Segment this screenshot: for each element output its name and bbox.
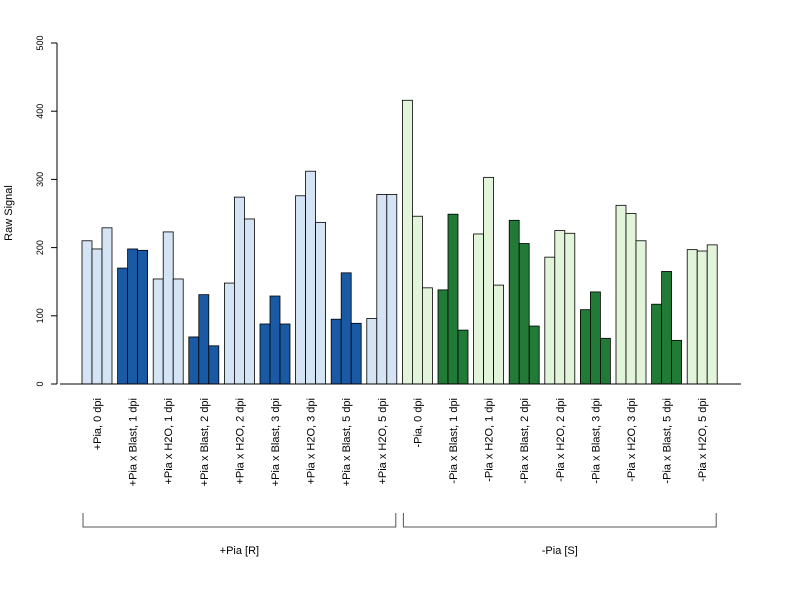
bar xyxy=(305,170,317,385)
y-tick-label: 0 xyxy=(35,381,45,386)
bar xyxy=(671,339,682,385)
bar xyxy=(91,248,103,385)
bars xyxy=(81,99,718,385)
y-axis-title: Raw Signal xyxy=(3,185,15,241)
bar xyxy=(508,219,520,385)
bar xyxy=(350,322,362,385)
category-label: +Pia x Blast, 1 dpi xyxy=(128,398,140,486)
bar xyxy=(411,215,423,385)
category-label: +Pia x Blast, 2 dpi xyxy=(199,398,211,486)
category-label: -Pia x H2O, 1 dpi xyxy=(484,398,496,482)
category-labels: +Pia, 0 dpi +Pia x Blast, 1 dpi +Pia x H2O… xyxy=(92,398,709,486)
bar xyxy=(137,249,149,385)
category-label: +Pia x Blast, 5 dpi xyxy=(341,398,353,486)
bar xyxy=(101,227,113,385)
category-label: +Pia x H2O, 2 dpi xyxy=(234,398,246,485)
bar xyxy=(172,278,184,385)
bar xyxy=(564,232,576,385)
bar xyxy=(696,250,708,385)
bar xyxy=(528,325,540,385)
bar xyxy=(651,303,662,385)
y-tick-label: 500 xyxy=(35,35,45,50)
bar xyxy=(340,272,352,385)
bar xyxy=(625,213,637,385)
bar xyxy=(706,244,718,385)
bar xyxy=(315,221,327,385)
bar xyxy=(554,230,566,385)
bar xyxy=(437,289,449,385)
y-axis: 0 100 200 300 400 500 xyxy=(35,35,58,387)
bar xyxy=(457,329,469,385)
bar xyxy=(518,243,530,385)
bar xyxy=(223,282,235,385)
bar xyxy=(590,291,601,385)
y-tick-label: 200 xyxy=(35,240,45,255)
bar xyxy=(386,194,398,385)
bar xyxy=(580,309,591,385)
category-label: -Pia x Blast, 2 dpi xyxy=(519,398,531,484)
bar xyxy=(473,233,485,385)
bar xyxy=(127,248,138,385)
category-label: -Pia x H2O, 3 dpi xyxy=(626,398,638,482)
group-bracket xyxy=(402,513,717,528)
bar xyxy=(295,195,307,385)
category-label: +Pia x Blast, 3 dpi xyxy=(270,398,282,486)
bar xyxy=(493,284,505,385)
bar xyxy=(686,249,698,385)
y-tick-label: 300 xyxy=(35,172,45,187)
bar xyxy=(421,287,433,385)
bar xyxy=(233,196,245,385)
bar xyxy=(600,337,611,385)
bar xyxy=(208,345,220,385)
bar xyxy=(447,213,459,385)
bar xyxy=(162,231,174,385)
bar xyxy=(401,99,413,385)
bar xyxy=(366,318,378,385)
category-label: +Pia, 0 dpi xyxy=(92,398,104,450)
bar xyxy=(279,323,291,385)
category-label: -Pia x Blast, 3 dpi xyxy=(590,398,602,484)
bar xyxy=(243,218,255,385)
bar xyxy=(259,323,271,385)
bar xyxy=(81,240,93,385)
bar xyxy=(661,271,672,385)
bar xyxy=(330,318,342,385)
category-label: -Pia x Blast, 1 dpi xyxy=(448,398,460,484)
category-label: +Pia x H2O, 3 dpi xyxy=(306,398,318,485)
bar xyxy=(483,176,495,385)
y-tick-label: 100 xyxy=(35,308,45,323)
group-label: +Pia [R] xyxy=(220,545,259,557)
group-bracket xyxy=(82,513,397,528)
bar xyxy=(376,194,388,385)
bar xyxy=(117,267,128,385)
category-label: -Pia, 0 dpi xyxy=(412,398,424,448)
bar xyxy=(615,204,627,385)
category-label: -Pia x Blast, 5 dpi xyxy=(662,398,674,484)
bar xyxy=(544,256,556,385)
bar xyxy=(269,295,281,385)
category-label: -Pia x H2O, 5 dpi xyxy=(697,398,709,482)
bar xyxy=(198,294,210,385)
category-label: +Pia x H2O, 1 dpi xyxy=(163,398,175,485)
category-label: +Pia x H2O, 5 dpi xyxy=(377,398,389,485)
bar xyxy=(635,240,647,385)
group-brackets: +Pia [R] -Pia [S] xyxy=(82,513,717,557)
bar xyxy=(152,278,164,385)
category-label: -Pia x H2O, 2 dpi xyxy=(555,398,567,482)
y-tick-label: 400 xyxy=(35,104,45,119)
group-label: -Pia [S] xyxy=(542,545,578,557)
bar xyxy=(188,336,200,385)
